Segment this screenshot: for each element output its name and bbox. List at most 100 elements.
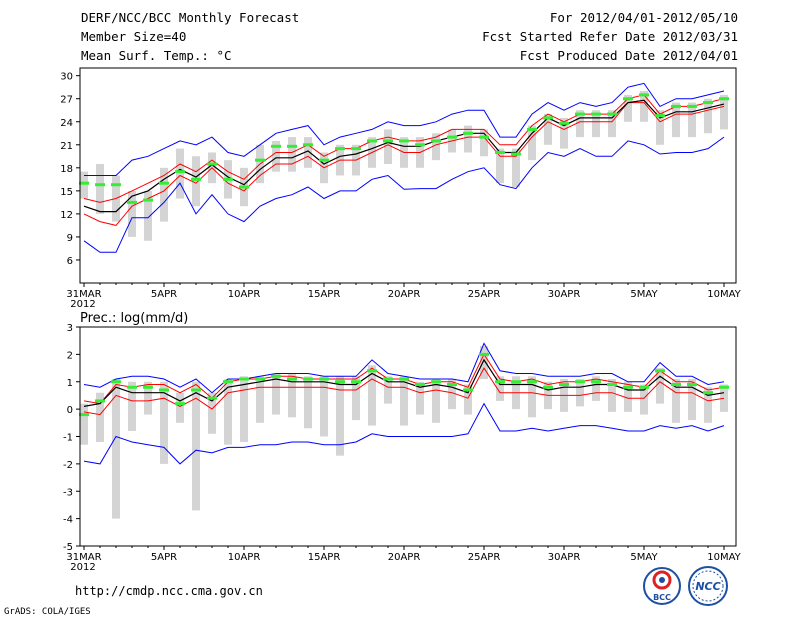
climatology-mark <box>543 116 553 120</box>
climatology-mark <box>511 380 521 384</box>
y-tick-label: 6 <box>67 256 73 267</box>
climatology-mark <box>607 382 617 386</box>
climatology-mark <box>127 200 137 204</box>
spread-bar <box>576 110 584 138</box>
spread-bar <box>640 91 648 122</box>
climatology-mark <box>143 198 153 202</box>
spread-bar <box>624 94 632 122</box>
climatology-mark <box>479 135 489 139</box>
y-tick-label: -2 <box>63 460 73 471</box>
p25-series-line <box>83 367 725 416</box>
climatology-mark <box>639 385 649 389</box>
climatology-mark <box>255 377 265 381</box>
temperature-chart: 6 9 12 15 18 21 24 27 30 31MAR 5APR 10APR 15APR 20APR… <box>60 67 742 310</box>
spread-bar <box>240 376 248 442</box>
x-tick-label: 5MAY <box>630 552 658 563</box>
bcc-logo: BCC <box>643 567 681 605</box>
spread-bar <box>272 373 280 415</box>
variable-label: Mean Surf. Temp.: °C <box>81 48 232 63</box>
climatology-mark <box>415 143 425 147</box>
y-tick-label: 30 <box>60 72 73 83</box>
climatology-mark <box>559 382 569 386</box>
spread-bar <box>528 125 536 161</box>
max-series-line <box>83 342 725 394</box>
spread-bar <box>448 379 456 410</box>
plot-frame <box>79 67 737 284</box>
climatology-mark <box>175 402 185 406</box>
climatology-mark <box>367 139 377 143</box>
climatology-mark <box>655 114 665 118</box>
p75-series-line <box>83 102 725 226</box>
spread-bar <box>496 148 504 184</box>
spread-bar <box>688 102 696 138</box>
spread-bar <box>160 167 168 222</box>
climatology-mark <box>191 388 201 392</box>
spread-bar <box>576 379 584 407</box>
spread-bar <box>304 376 312 429</box>
x-tick-label: 25APR <box>468 552 501 563</box>
y-tick-label: 9 <box>67 233 73 244</box>
climatology-mark <box>607 112 617 116</box>
member-size: Member Size=40 <box>81 29 187 44</box>
climatology-mark <box>431 380 441 384</box>
climatology-mark <box>479 352 489 356</box>
spread-bar <box>320 376 328 437</box>
spread-bar <box>192 381 200 511</box>
spread-bar <box>480 346 488 380</box>
x-year-label: 2012 <box>70 562 95 573</box>
climatology-mark <box>687 104 697 108</box>
climatology-mark <box>655 369 665 373</box>
ncc-logo-text: NCC <box>695 580 720 593</box>
climatology-mark <box>399 139 409 143</box>
climatology-mark <box>703 391 713 395</box>
spread-bar <box>304 137 312 168</box>
start-date: Fcst Started Refer Date 2012/03/31 <box>482 29 738 44</box>
climatology-mark <box>719 385 729 389</box>
y-tick-label: 27 <box>60 95 73 106</box>
spread-bar <box>480 129 488 157</box>
spread-bar <box>144 381 152 415</box>
spread-bar <box>496 376 504 401</box>
spread-bar <box>560 117 568 149</box>
climatology-mark <box>175 170 185 174</box>
climatology-mark <box>271 374 281 378</box>
max-series-line <box>83 136 725 253</box>
spread-bar <box>400 376 408 426</box>
y-tick-label: 0 <box>67 405 73 416</box>
climatology-mark <box>575 380 585 384</box>
climatology-mark <box>271 144 281 148</box>
climatology-mark <box>239 185 249 189</box>
climatology-mark <box>335 380 345 384</box>
spread-bar <box>368 365 376 426</box>
climatology-mark <box>703 101 713 105</box>
spread-bar <box>288 137 296 172</box>
y-tick-label: 15 <box>60 187 73 198</box>
y-tick-label: 2 <box>67 350 73 361</box>
spread-bar <box>720 94 728 130</box>
x-tick-label: 20APR <box>388 289 421 300</box>
spread-bar <box>128 381 136 432</box>
climatology-mark <box>159 181 169 185</box>
climatology-mark <box>447 135 457 139</box>
bcc-logo-text: BCC <box>653 593 671 602</box>
spread-bar <box>176 392 184 423</box>
climatology-mark <box>255 158 265 162</box>
source-url[interactable]: http://cmdp.ncc.cma.gov.cn <box>75 584 263 598</box>
y-tick-label: -4 <box>63 515 73 526</box>
spread-bar <box>672 379 680 423</box>
climatology-mark <box>95 399 105 403</box>
spread-bar <box>512 148 520 188</box>
spread-bar <box>112 379 120 519</box>
x-tick-label: 10MAY <box>707 552 741 563</box>
spread-bar <box>464 384 472 415</box>
x-tick-label: 10MAY <box>707 289 741 300</box>
climatology-mark <box>127 385 137 389</box>
x-tick-label: 5MAY <box>630 289 658 300</box>
spread-bar <box>592 110 600 138</box>
climatology-mark <box>207 162 217 166</box>
climatology-mark <box>431 139 441 143</box>
spread-bar <box>144 190 152 241</box>
spread-bar <box>336 376 344 456</box>
climatology-mark <box>575 112 585 116</box>
